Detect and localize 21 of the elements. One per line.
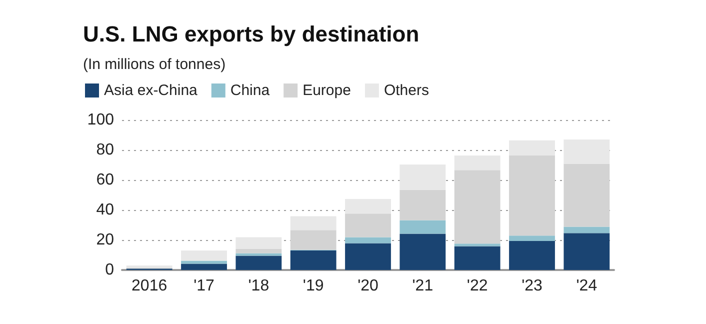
x-tick-label: '20 bbox=[358, 278, 379, 294]
y-tick-label: 100 bbox=[87, 112, 114, 128]
x-tick-label: '18 bbox=[248, 278, 270, 294]
y-tick-label: 80 bbox=[96, 142, 114, 158]
chart-subtitle: (In millions of tonnes) bbox=[83, 56, 226, 73]
x-tick-label: '22 bbox=[466, 278, 488, 294]
legend-label: China bbox=[230, 82, 270, 99]
x-tick-label: '19 bbox=[302, 278, 324, 294]
x-tick-label: '24 bbox=[576, 278, 598, 294]
y-tick-label: 20 bbox=[96, 232, 114, 248]
y-tick-label: 60 bbox=[96, 172, 114, 188]
x-tick-label: '23 bbox=[522, 278, 543, 294]
legend-label: Europe bbox=[302, 82, 351, 99]
y-tick-label: 40 bbox=[96, 202, 114, 218]
x-tick-label: '17 bbox=[194, 278, 215, 294]
chart-title: U.S. LNG exports by destination bbox=[83, 22, 420, 46]
legend-label: Asia ex-China bbox=[104, 82, 198, 99]
legend-label: Others bbox=[384, 82, 429, 99]
x-tick-label: '21 bbox=[412, 278, 434, 294]
y-tick-label: 0 bbox=[105, 262, 114, 278]
x-tick-label: 2016 bbox=[132, 278, 168, 294]
